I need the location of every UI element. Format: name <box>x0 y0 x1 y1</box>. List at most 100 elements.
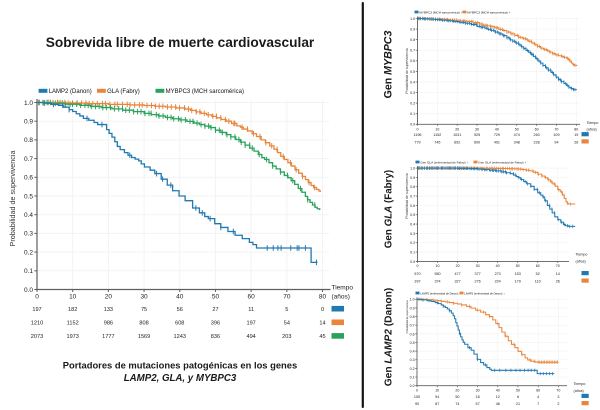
svg-text:0.2: 0.2 <box>410 102 415 106</box>
svg-text:0.3: 0.3 <box>24 231 33 238</box>
svg-text:182: 182 <box>68 307 77 313</box>
svg-text:14: 14 <box>556 272 560 276</box>
svg-text:7: 7 <box>537 402 539 406</box>
svg-text:54: 54 <box>284 321 290 327</box>
svg-text:0.7: 0.7 <box>410 49 415 53</box>
svg-text:0.2: 0.2 <box>24 249 33 256</box>
svg-text:50: 50 <box>516 264 520 268</box>
svg-text:0.7: 0.7 <box>410 194 415 198</box>
svg-text:27: 27 <box>212 307 218 313</box>
svg-text:(años): (años) <box>576 259 586 263</box>
svg-text:LAMP2, GLA, y MYBPC3: LAMP2, GLA, y MYBPC3 <box>124 373 237 384</box>
svg-text:0.4: 0.4 <box>410 222 415 226</box>
svg-text:1.0: 1.0 <box>410 298 415 302</box>
svg-text:MYBPC3 (MCH sarcomérica) ♂: MYBPC3 (MCH sarcomérica) ♂ <box>419 11 463 15</box>
svg-text:0.3: 0.3 <box>410 358 415 362</box>
svg-text:0.2: 0.2 <box>410 367 415 371</box>
svg-text:0: 0 <box>416 389 418 393</box>
svg-text:MYBPC3 (MCH sarcomérica) ♀: MYBPC3 (MCH sarcomérica) ♀ <box>467 11 511 15</box>
svg-text:10: 10 <box>435 128 439 132</box>
svg-text:20: 20 <box>456 264 460 268</box>
svg-text:60: 60 <box>536 389 540 393</box>
svg-text:0.8: 0.8 <box>410 185 415 189</box>
svg-text:30: 30 <box>475 128 479 132</box>
svg-text:Probabilidad de supervivencia: Probabilidad de supervivencia <box>405 173 409 218</box>
svg-text:0.9: 0.9 <box>24 119 33 126</box>
svg-text:18: 18 <box>476 395 480 399</box>
svg-text:0.6: 0.6 <box>410 204 415 208</box>
svg-text:Tiempo: Tiempo <box>587 121 599 125</box>
svg-text:10: 10 <box>69 294 77 301</box>
svg-text:474: 474 <box>514 133 520 137</box>
svg-text:Gen GLA (Fabry): Gen GLA (Fabry) <box>384 170 395 248</box>
svg-text:0: 0 <box>417 128 419 132</box>
svg-text:21: 21 <box>516 402 520 406</box>
svg-text:608: 608 <box>175 321 184 327</box>
svg-text:Tiempo: Tiempo <box>574 382 586 386</box>
svg-text:0.9: 0.9 <box>410 306 415 310</box>
svg-text:729: 729 <box>494 133 500 137</box>
svg-text:0.9: 0.9 <box>410 176 415 180</box>
svg-text:Probabilidad de supervivencia: Probabilidad de supervivencia <box>405 48 409 93</box>
svg-text:0.6: 0.6 <box>24 175 33 182</box>
svg-text:11: 11 <box>248 307 254 313</box>
svg-text:1.0: 1.0 <box>410 167 415 171</box>
svg-text:(años): (años) <box>587 128 597 132</box>
svg-text:692: 692 <box>454 140 460 144</box>
svg-text:MYBPC3 (MCH sarcomérica): MYBPC3 (MCH sarcomérica) <box>166 89 244 95</box>
svg-text:0: 0 <box>417 264 419 268</box>
svg-text:Sobrevida libre de muerte card: Sobrevida libre de muerte cardiovascular <box>46 35 315 50</box>
svg-text:1243: 1243 <box>174 334 186 340</box>
svg-text:Probabilidad de supervivencia: Probabilidad de supervivencia <box>8 151 17 247</box>
svg-text:0.7: 0.7 <box>24 156 33 163</box>
svg-text:40: 40 <box>496 389 500 393</box>
svg-text:50: 50 <box>516 389 520 393</box>
svg-text:50: 50 <box>455 395 459 399</box>
svg-text:2073: 2073 <box>31 334 43 340</box>
svg-text:0.5: 0.5 <box>24 193 33 200</box>
svg-text:20: 20 <box>455 128 459 132</box>
svg-text:110: 110 <box>535 279 541 283</box>
svg-text:Gen MYBPC3: Gen MYBPC3 <box>383 31 395 99</box>
svg-text:40: 40 <box>495 128 499 132</box>
svg-text:0.1: 0.1 <box>24 268 33 275</box>
svg-text:Gen GLA (enfermedad de Fabry): Gen GLA (enfermedad de Fabry) ♂ <box>420 161 468 165</box>
svg-text:20: 20 <box>455 389 459 393</box>
svg-text:1.0: 1.0 <box>24 100 33 107</box>
svg-text:80: 80 <box>319 294 327 301</box>
svg-text:10: 10 <box>436 264 440 268</box>
svg-text:0.5: 0.5 <box>410 213 415 217</box>
svg-text:74: 74 <box>455 402 459 406</box>
svg-text:80: 80 <box>574 128 578 132</box>
svg-text:1.0: 1.0 <box>410 17 415 21</box>
svg-text:56: 56 <box>177 307 183 313</box>
svg-text:109: 109 <box>553 133 559 137</box>
svg-text:12: 12 <box>496 395 500 399</box>
svg-text:600: 600 <box>474 140 480 144</box>
svg-text:0.9: 0.9 <box>410 27 415 31</box>
svg-text:0.7: 0.7 <box>410 324 415 328</box>
svg-text:19: 19 <box>574 133 578 137</box>
svg-text:Gen LAMP2 (Danon): Gen LAMP2 (Danon) <box>384 288 395 387</box>
svg-text:327: 327 <box>455 279 461 283</box>
svg-text:LAMP2 (Danon): LAMP2 (Danon) <box>49 89 92 95</box>
svg-text:0: 0 <box>321 307 324 313</box>
svg-text:377: 377 <box>475 272 481 276</box>
svg-text:494: 494 <box>246 334 255 340</box>
svg-text:70: 70 <box>554 128 558 132</box>
svg-text:133: 133 <box>104 307 113 313</box>
svg-text:5: 5 <box>285 307 288 313</box>
svg-text:0.8: 0.8 <box>410 38 415 42</box>
svg-text:Probabilidad de supervivencia: Probabilidad de supervivencia <box>406 300 409 334</box>
svg-text:0.0: 0.0 <box>410 123 415 127</box>
svg-text:0: 0 <box>35 294 39 301</box>
svg-text:836: 836 <box>211 334 220 340</box>
svg-text:179: 179 <box>515 279 521 283</box>
svg-text:0.5: 0.5 <box>410 341 415 345</box>
svg-text:1210: 1210 <box>31 321 43 327</box>
svg-text:60: 60 <box>536 264 540 268</box>
svg-text:52: 52 <box>536 272 540 276</box>
svg-text:(años): (años) <box>332 294 350 301</box>
svg-text:1196: 1196 <box>414 133 422 137</box>
svg-text:10: 10 <box>435 389 439 393</box>
